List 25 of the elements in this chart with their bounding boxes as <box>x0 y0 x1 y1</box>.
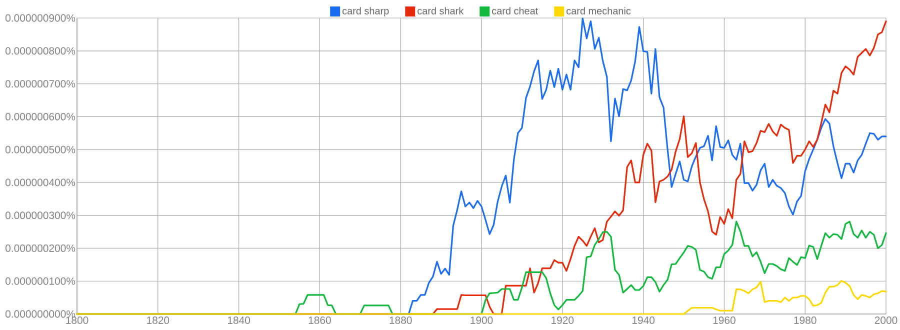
y-tick-label: 0.000000700% <box>6 80 76 88</box>
y-tick-label: 0.000000400% <box>6 178 76 186</box>
x-tick-label: 1800 <box>66 316 88 324</box>
y-tick-label: 0.000000000% <box>6 310 76 318</box>
legend-label: card shark <box>418 7 464 14</box>
y-tick-label: 0.000000200% <box>6 244 76 252</box>
legend-label: card mechanic <box>566 7 631 14</box>
y-tick-label: 0.000000500% <box>6 146 76 154</box>
y-tick-label: 0.000000300% <box>6 212 76 220</box>
x-tick-label: 1880 <box>390 316 412 324</box>
x-tick-label: 1900 <box>470 316 493 324</box>
x-tick-label: 1860 <box>308 316 331 324</box>
x-tick-label: 1980 <box>794 316 816 324</box>
y-tick-label: 0.000000600% <box>6 112 76 120</box>
x-tick-label: 1940 <box>632 316 655 324</box>
x-tick-label: 1960 <box>713 316 736 324</box>
legend-label: card cheat <box>492 7 538 14</box>
legend-label: card sharp <box>342 7 389 16</box>
x-tick-label: 2000 <box>874 316 898 324</box>
x-tick-label: 1820 <box>147 316 170 324</box>
y-tick-label: 0.000000900% <box>6 14 76 22</box>
x-tick-label: 1920 <box>552 316 574 324</box>
y-tick-label: 0.000000100% <box>6 277 76 285</box>
y-tick-label: 0.000000800% <box>6 47 76 55</box>
x-tick-label: 1840 <box>228 316 250 324</box>
